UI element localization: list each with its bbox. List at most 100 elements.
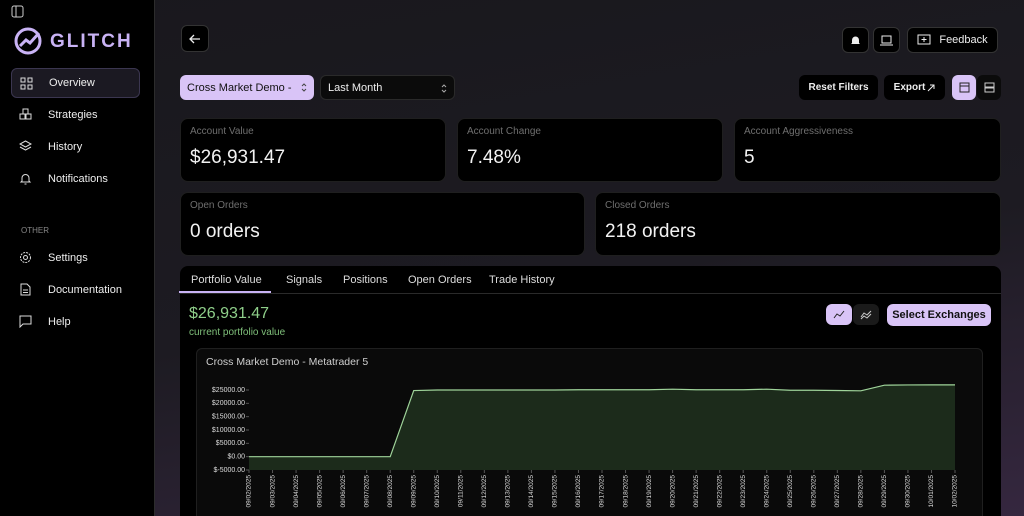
stat-label: Account Aggressiveness <box>744 126 853 137</box>
x-tick-label: 09/06/2025 <box>340 475 347 508</box>
x-tick-label: 09/13/2025 <box>505 475 512 508</box>
portfolio-value: $26,931.47 <box>189 305 270 322</box>
x-tick-label: 09/27/2025 <box>834 475 841 508</box>
stat-card: Account Aggressiveness 5 <box>734 118 1001 182</box>
nav-item[interactable]: Strategies <box>11 100 140 130</box>
stat-card: Closed Orders 218 orders <box>595 192 1001 256</box>
tab[interactable]: Open Orders <box>408 273 472 286</box>
card-view-toggle[interactable] <box>952 75 976 100</box>
x-tick-label: 10/01/2025 <box>928 475 935 508</box>
nav-item[interactable]: History <box>11 132 140 162</box>
export-button[interactable]: Export <box>884 75 945 100</box>
y-tick-label: $10000.00 <box>212 427 245 434</box>
tab-divider <box>180 293 1001 294</box>
x-tick-label: 09/07/2025 <box>363 475 370 508</box>
x-tick-label: 09/02/2025 <box>246 475 253 508</box>
line-mode-toggle[interactable] <box>826 304 852 325</box>
nav-item[interactable]: Settings <box>11 243 140 273</box>
stat-card: Account Change 7.48% <box>457 118 723 182</box>
tab[interactable]: Portfolio Value <box>191 273 262 286</box>
button-label: Export <box>893 82 926 93</box>
stat-value: 218 orders <box>605 221 696 242</box>
list-view-toggle[interactable] <box>977 75 1001 100</box>
back-button[interactable] <box>181 25 209 52</box>
stat-card: Account Value $26,931.47 <box>180 118 446 182</box>
stat-label: Open Orders <box>190 200 248 211</box>
button-label: Reset Filters <box>808 82 869 93</box>
stat-value: 7.48% <box>467 147 521 168</box>
y-tick-label: $15000.00 <box>212 414 245 421</box>
market-select[interactable]: Cross Market Demo - Me <box>180 75 314 100</box>
y-tick-label: $25000.00 <box>212 387 245 394</box>
select-value: Cross Market Demo - Me <box>187 81 292 94</box>
stat-label: Account Change <box>467 126 541 137</box>
stat-card: Open Orders 0 orders <box>180 192 585 256</box>
x-tick-label: 09/04/2025 <box>293 475 300 508</box>
stat-value: $26,931.47 <box>190 147 286 168</box>
sidebar: GLITCH Overview Strategies History Notif… <box>0 0 155 516</box>
nav-label: Strategies <box>48 109 98 121</box>
nav-label: Settings <box>48 252 88 264</box>
x-tick-label: 09/29/2025 <box>881 475 888 508</box>
button-label: Select Exchanges <box>892 309 986 321</box>
stat-value: 0 orders <box>190 221 260 242</box>
line <box>249 384 955 458</box>
nav-item[interactable]: Notifications <box>11 164 140 194</box>
tab[interactable]: Signals <box>286 273 323 286</box>
button-label: Feedback <box>939 34 988 46</box>
brand: GLITCH <box>50 31 133 52</box>
x-tick-label: 09/26/2025 <box>811 475 818 508</box>
x-tick-label: 09/28/2025 <box>858 475 865 508</box>
y-tick-label: $20000.00 <box>212 400 245 407</box>
active-tab-indicator <box>179 291 271 293</box>
feedback-button[interactable]: Feedback <box>907 27 998 53</box>
select-exchanges-button[interactable]: Select Exchanges <box>887 304 991 326</box>
x-tick-label: 09/16/2025 <box>575 475 582 508</box>
nav-item[interactable]: Documentation <box>11 275 140 305</box>
notifications-button[interactable] <box>842 27 869 53</box>
nav-label: Notifications <box>48 173 108 185</box>
x-tick-label: 09/05/2025 <box>316 475 323 508</box>
area <box>249 384 955 470</box>
reset-filters-button[interactable]: Reset Filters <box>799 75 878 100</box>
tab[interactable]: Trade History <box>489 273 555 286</box>
y-tick-label: $0.00 <box>227 454 245 461</box>
stat-value: 5 <box>744 147 755 168</box>
section-label: OTHER <box>21 226 49 235</box>
x-tick-label: 09/08/2025 <box>387 475 394 508</box>
stat-label: Closed Orders <box>605 200 670 211</box>
x-tick-label: 09/17/2025 <box>599 475 606 508</box>
sidebar-toggle[interactable] <box>11 5 24 18</box>
x-tick-label: 09/11/2025 <box>458 475 465 507</box>
nav-label: Help <box>48 316 71 328</box>
logo-icon <box>14 27 42 55</box>
nav-label: Documentation <box>48 284 122 296</box>
nav-label: Overview <box>49 77 95 89</box>
nav-item[interactable]: Overview <box>11 68 140 98</box>
y-tick-label: $5000.00 <box>216 440 245 447</box>
x-tick-label: 09/20/2025 <box>669 475 676 508</box>
compare-mode-toggle[interactable] <box>853 304 879 325</box>
display-button[interactable] <box>873 27 900 53</box>
x-tick-label: 09/23/2025 <box>740 475 747 508</box>
nav-item[interactable]: Help <box>11 307 140 337</box>
x-tick-label: 09/10/2025 <box>434 475 441 508</box>
period-select[interactable]: Last Month <box>320 75 455 100</box>
x-tick-label: 09/19/2025 <box>646 475 653 508</box>
x-tick-label: 09/14/2025 <box>528 475 535 508</box>
y-tick-label: $-5000.00 <box>213 467 245 474</box>
stat-label: Account Value <box>190 126 254 137</box>
x-tick-label: 09/21/2025 <box>693 475 700 508</box>
select-value: Last Month <box>328 81 383 94</box>
x-tick-label: 09/30/2025 <box>905 475 912 508</box>
x-tick-label: 09/25/2025 <box>787 475 794 508</box>
x-tick-label: 09/09/2025 <box>410 475 417 508</box>
chart-title: Cross Market Demo - Metatrader 5 <box>206 356 368 368</box>
nav-label: History <box>48 141 83 153</box>
x-tick-label: 09/18/2025 <box>622 475 629 508</box>
x-tick-label: 09/12/2025 <box>481 475 488 508</box>
tab[interactable]: Positions <box>343 273 388 286</box>
portfolio-caption: current portfolio value <box>189 327 286 338</box>
